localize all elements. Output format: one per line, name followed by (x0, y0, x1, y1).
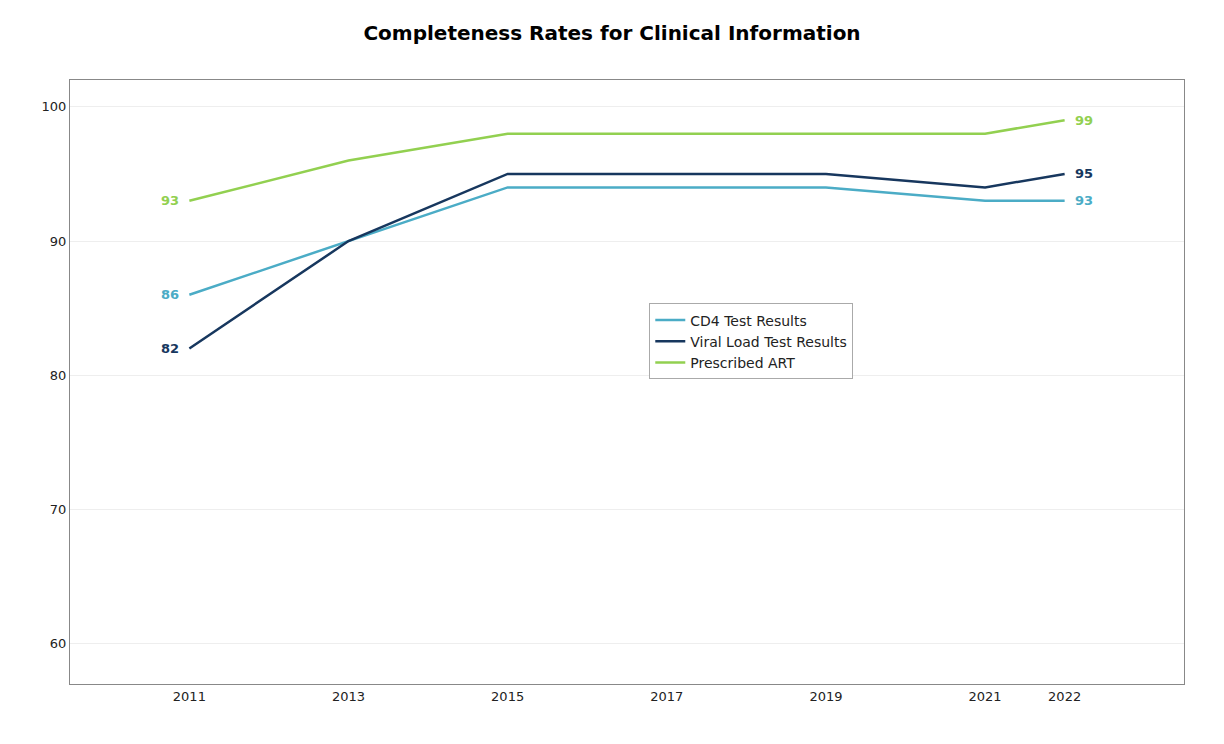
svg-text:2021: 2021 (969, 689, 1002, 704)
svg-text:93: 93 (161, 193, 179, 208)
svg-text:2017: 2017 (650, 689, 683, 704)
svg-text:2011: 2011 (173, 689, 206, 704)
svg-text:90: 90 (50, 234, 67, 249)
svg-text:Viral Load Test Results: Viral Load Test Results (690, 334, 846, 350)
svg-text:82: 82 (161, 341, 179, 356)
svg-text:80: 80 (50, 368, 67, 383)
svg-text:99: 99 (1075, 113, 1093, 128)
svg-text:100: 100 (42, 99, 67, 114)
svg-text:Completeness Rates for Clinica: Completeness Rates for Clinical Informat… (363, 21, 860, 45)
svg-text:2019: 2019 (809, 689, 842, 704)
svg-text:93: 93 (1075, 193, 1093, 208)
svg-text:70: 70 (50, 502, 67, 517)
svg-text:86: 86 (161, 287, 179, 302)
svg-text:2015: 2015 (491, 689, 524, 704)
svg-text:CD4 Test Results: CD4 Test Results (690, 313, 806, 329)
svg-text:Prescribed ART: Prescribed ART (690, 355, 795, 371)
svg-text:60: 60 (50, 636, 67, 651)
svg-text:95: 95 (1075, 166, 1093, 181)
svg-text:2022: 2022 (1048, 689, 1081, 704)
svg-text:2013: 2013 (332, 689, 365, 704)
